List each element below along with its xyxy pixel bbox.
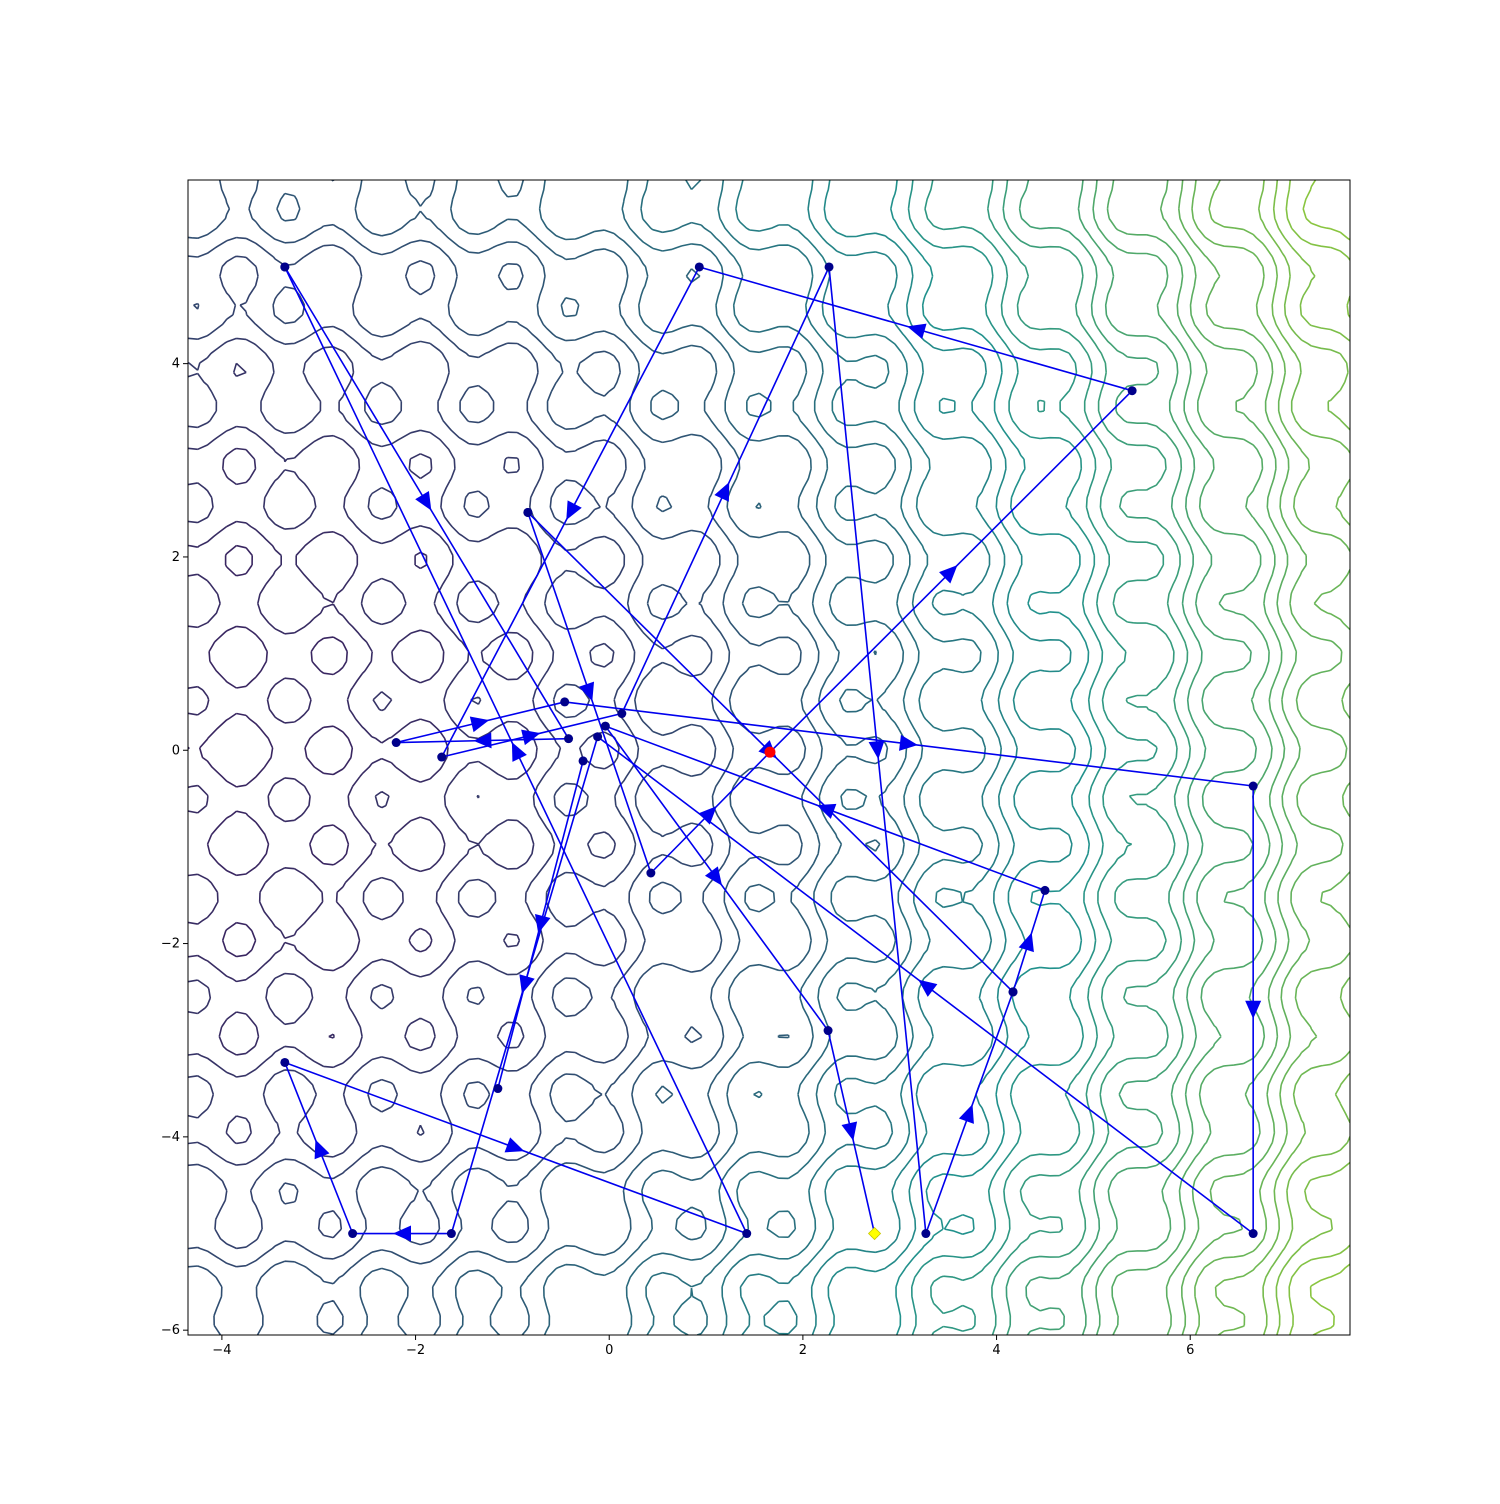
path-arrow — [899, 735, 918, 751]
path-point — [280, 262, 289, 271]
y-tick-label: −4 — [161, 1130, 180, 1145]
path-point — [1249, 782, 1258, 791]
y-tick-label: 2 — [172, 550, 180, 565]
contour-line — [188, 363, 537, 1143]
contour-line — [808, 180, 1017, 1335]
path-point — [824, 1026, 833, 1035]
x-tick-label: −4 — [212, 1343, 231, 1358]
path-arrow — [842, 1121, 858, 1140]
contour-line — [1020, 180, 1206, 1335]
y-tick-label: 0 — [172, 743, 180, 758]
path-arrow — [415, 491, 431, 511]
path-arrow — [959, 1104, 974, 1124]
contour-line — [188, 546, 352, 957]
path-arrow — [470, 717, 489, 733]
path-point — [617, 709, 626, 718]
path-point — [493, 1084, 502, 1093]
path-point — [1040, 886, 1049, 895]
path-arrow — [817, 804, 837, 819]
path-arrow — [566, 500, 581, 520]
path-arrow — [521, 730, 540, 746]
path-point — [601, 722, 610, 731]
contour-line — [1259, 180, 1350, 1335]
contour-line — [641, 180, 922, 1335]
x-tick-label: 6 — [1186, 1343, 1194, 1358]
path-point — [742, 1229, 751, 1238]
path-point — [280, 1058, 289, 1067]
start-point — [764, 747, 775, 758]
x-tick-label: −2 — [406, 1343, 425, 1358]
path-point — [593, 732, 602, 741]
x-tick-label: 2 — [799, 1343, 807, 1358]
path-point — [646, 869, 655, 878]
path-points — [280, 262, 1257, 1239]
y-tick-label: −2 — [161, 937, 180, 952]
contour-line — [1209, 180, 1350, 1335]
path-arrow — [869, 740, 885, 759]
x-tick-label: 4 — [992, 1343, 1000, 1358]
path-point — [447, 1229, 456, 1238]
path-arrow — [505, 1137, 525, 1152]
contour-line — [188, 256, 638, 1248]
path-point — [560, 697, 569, 706]
contour-line — [188, 449, 448, 1055]
contour-line — [1303, 180, 1350, 1335]
path-point — [579, 756, 588, 765]
path-arrow — [579, 682, 594, 702]
path-point — [1128, 386, 1137, 395]
path-point — [1249, 1229, 1258, 1238]
path-point — [392, 738, 401, 747]
y-tick-label: −6 — [161, 1323, 180, 1338]
contour-line — [188, 338, 619, 1165]
path-arrow — [535, 914, 550, 933]
path-arrow — [393, 1226, 411, 1242]
path-arrow — [918, 980, 937, 997]
contour-line — [1161, 180, 1300, 1335]
path-point — [348, 1229, 357, 1238]
path-point — [437, 753, 446, 762]
path-point — [564, 734, 573, 743]
path-point — [825, 262, 834, 271]
contour-line — [1108, 180, 1285, 1335]
path-point — [1009, 987, 1018, 996]
path-point — [523, 508, 532, 517]
y-tick-label: 4 — [172, 357, 180, 372]
path-point — [695, 262, 704, 271]
end-point — [869, 1228, 881, 1240]
path-arrow — [907, 324, 927, 339]
contour-line — [451, 180, 822, 1335]
x-tick-label: 0 — [605, 1343, 613, 1358]
path-point — [921, 1229, 930, 1238]
contour-line — [909, 180, 1106, 1335]
contour-line — [824, 180, 1075, 1335]
path-arrow — [473, 732, 491, 748]
contour-line — [1093, 180, 1272, 1335]
contour-line — [188, 180, 733, 1335]
